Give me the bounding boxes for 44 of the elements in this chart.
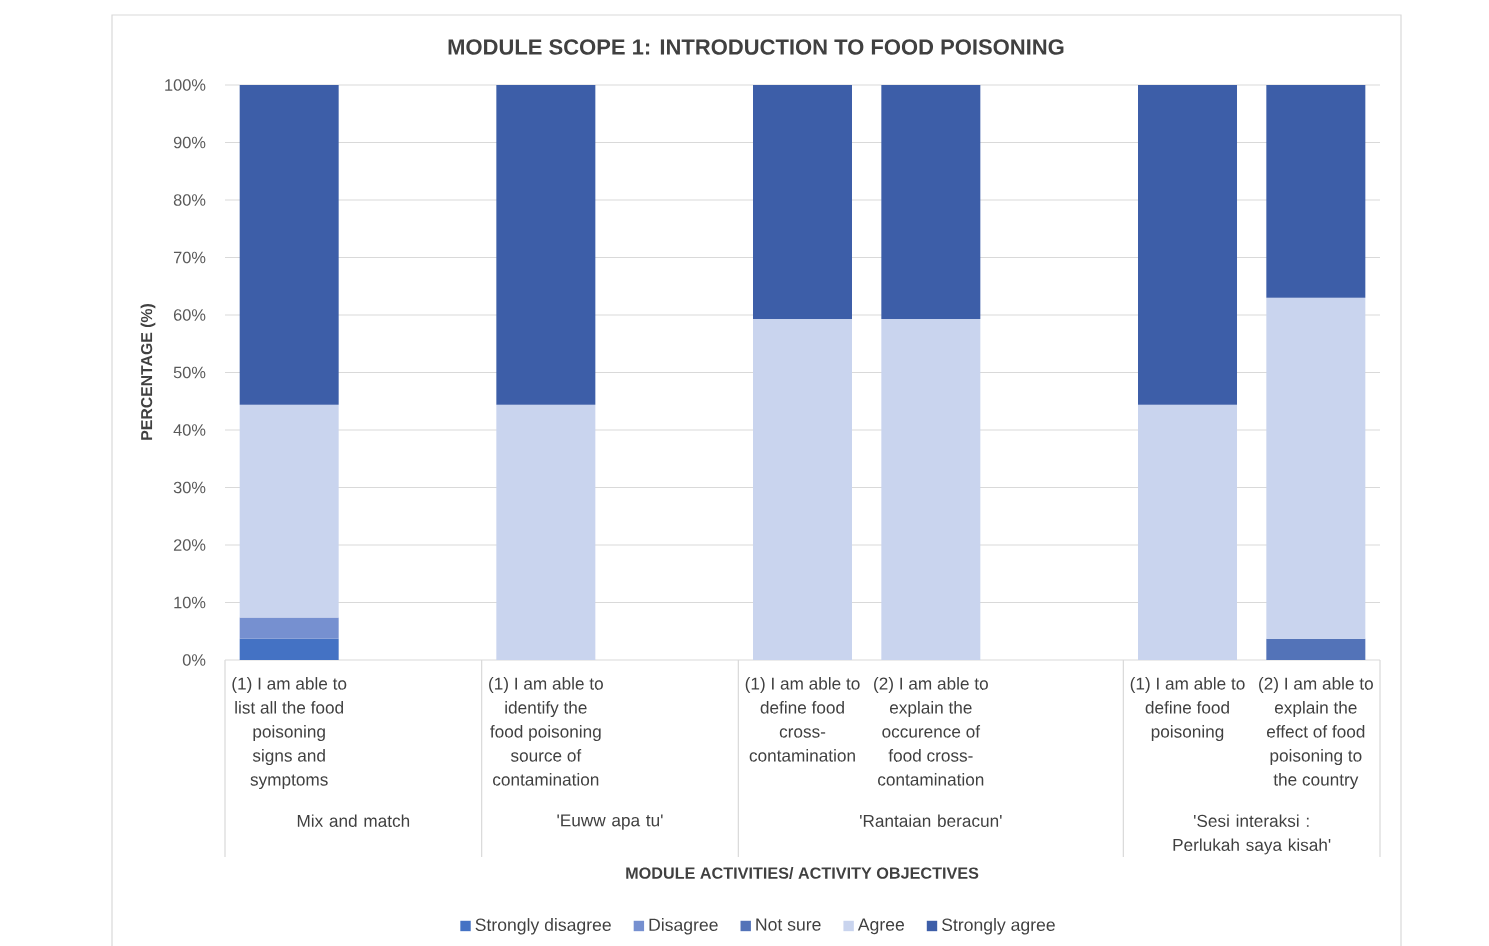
- bar: [881, 84, 981, 320]
- x-tick-label: (1) I am able to define food poisoning: [1130, 677, 1245, 742]
- legend-label: Disagree: [649, 918, 718, 935]
- legend-label: Not sure: [756, 918, 821, 931]
- bar: [239, 617, 339, 639]
- chart-title: MODULE SCOPE 1: INTRODUCTION TO FOOD POISONING: [448, 39, 1064, 55]
- x-tick-label: (1) I am able to identify the food poisoning source of contamination: [489, 677, 603, 786]
- y-tick-label: 50%: [173, 366, 206, 379]
- y-tick-label: 20%: [173, 539, 206, 551]
- x-tick-label: (1) I am able to list all the food poisoning signs and symptoms: [232, 677, 347, 790]
- x-tick-label: (1) I am able to define food cross-contamination: [745, 677, 860, 762]
- legend-label: Strongly disagree: [475, 918, 611, 935]
- text: 'Sesi interaksi : Perlukah saya kisah': [1173, 814, 1331, 855]
- bar: [1266, 638, 1366, 660]
- bar: [1138, 84, 1238, 405]
- bar: [496, 404, 596, 660]
- y-tick-label: 60%: [173, 309, 206, 321]
- bar: [753, 84, 852, 320]
- y-tick-label: 10%: [174, 596, 206, 609]
- y-tick-label: 80%: [173, 194, 206, 206]
- bar: [753, 319, 852, 660]
- legend-label: Agree: [857, 918, 905, 935]
- text: 'Rantaian beracun': [860, 814, 1002, 828]
- y-axis-title: PERCENTAGE (%): [140, 304, 156, 440]
- x-tick-label: (2) I am able to explain the occurence of food cross-contamination: [874, 677, 988, 786]
- y-tick-label: 100%: [165, 79, 206, 91]
- bar: [1266, 84, 1366, 298]
- x-tick-label: (2) I am able to explain the effect of food poisoning to the country: [1259, 677, 1373, 790]
- text: Mix and match: [297, 814, 410, 828]
- bar: [239, 404, 339, 618]
- text: 'Euww apa tu': [557, 814, 663, 830]
- bar: [496, 84, 596, 405]
- y-tick-label: 90%: [173, 136, 206, 149]
- bar: [1138, 404, 1238, 660]
- x-axis-title: MODULE ACTIVITIES/ ACTIVITY OBJECTIVES: [626, 866, 979, 879]
- bar: [881, 319, 981, 660]
- legend-label: Strongly agree: [941, 918, 1055, 935]
- bar: [1266, 297, 1366, 639]
- bar: [239, 638, 339, 660]
- bar: [239, 84, 339, 405]
- y-tick-label: 0%: [182, 654, 206, 666]
- y-tick-label: 40%: [173, 424, 206, 436]
- y-tick-label: 70%: [173, 251, 206, 264]
- y-tick-label: 30%: [173, 481, 206, 494]
